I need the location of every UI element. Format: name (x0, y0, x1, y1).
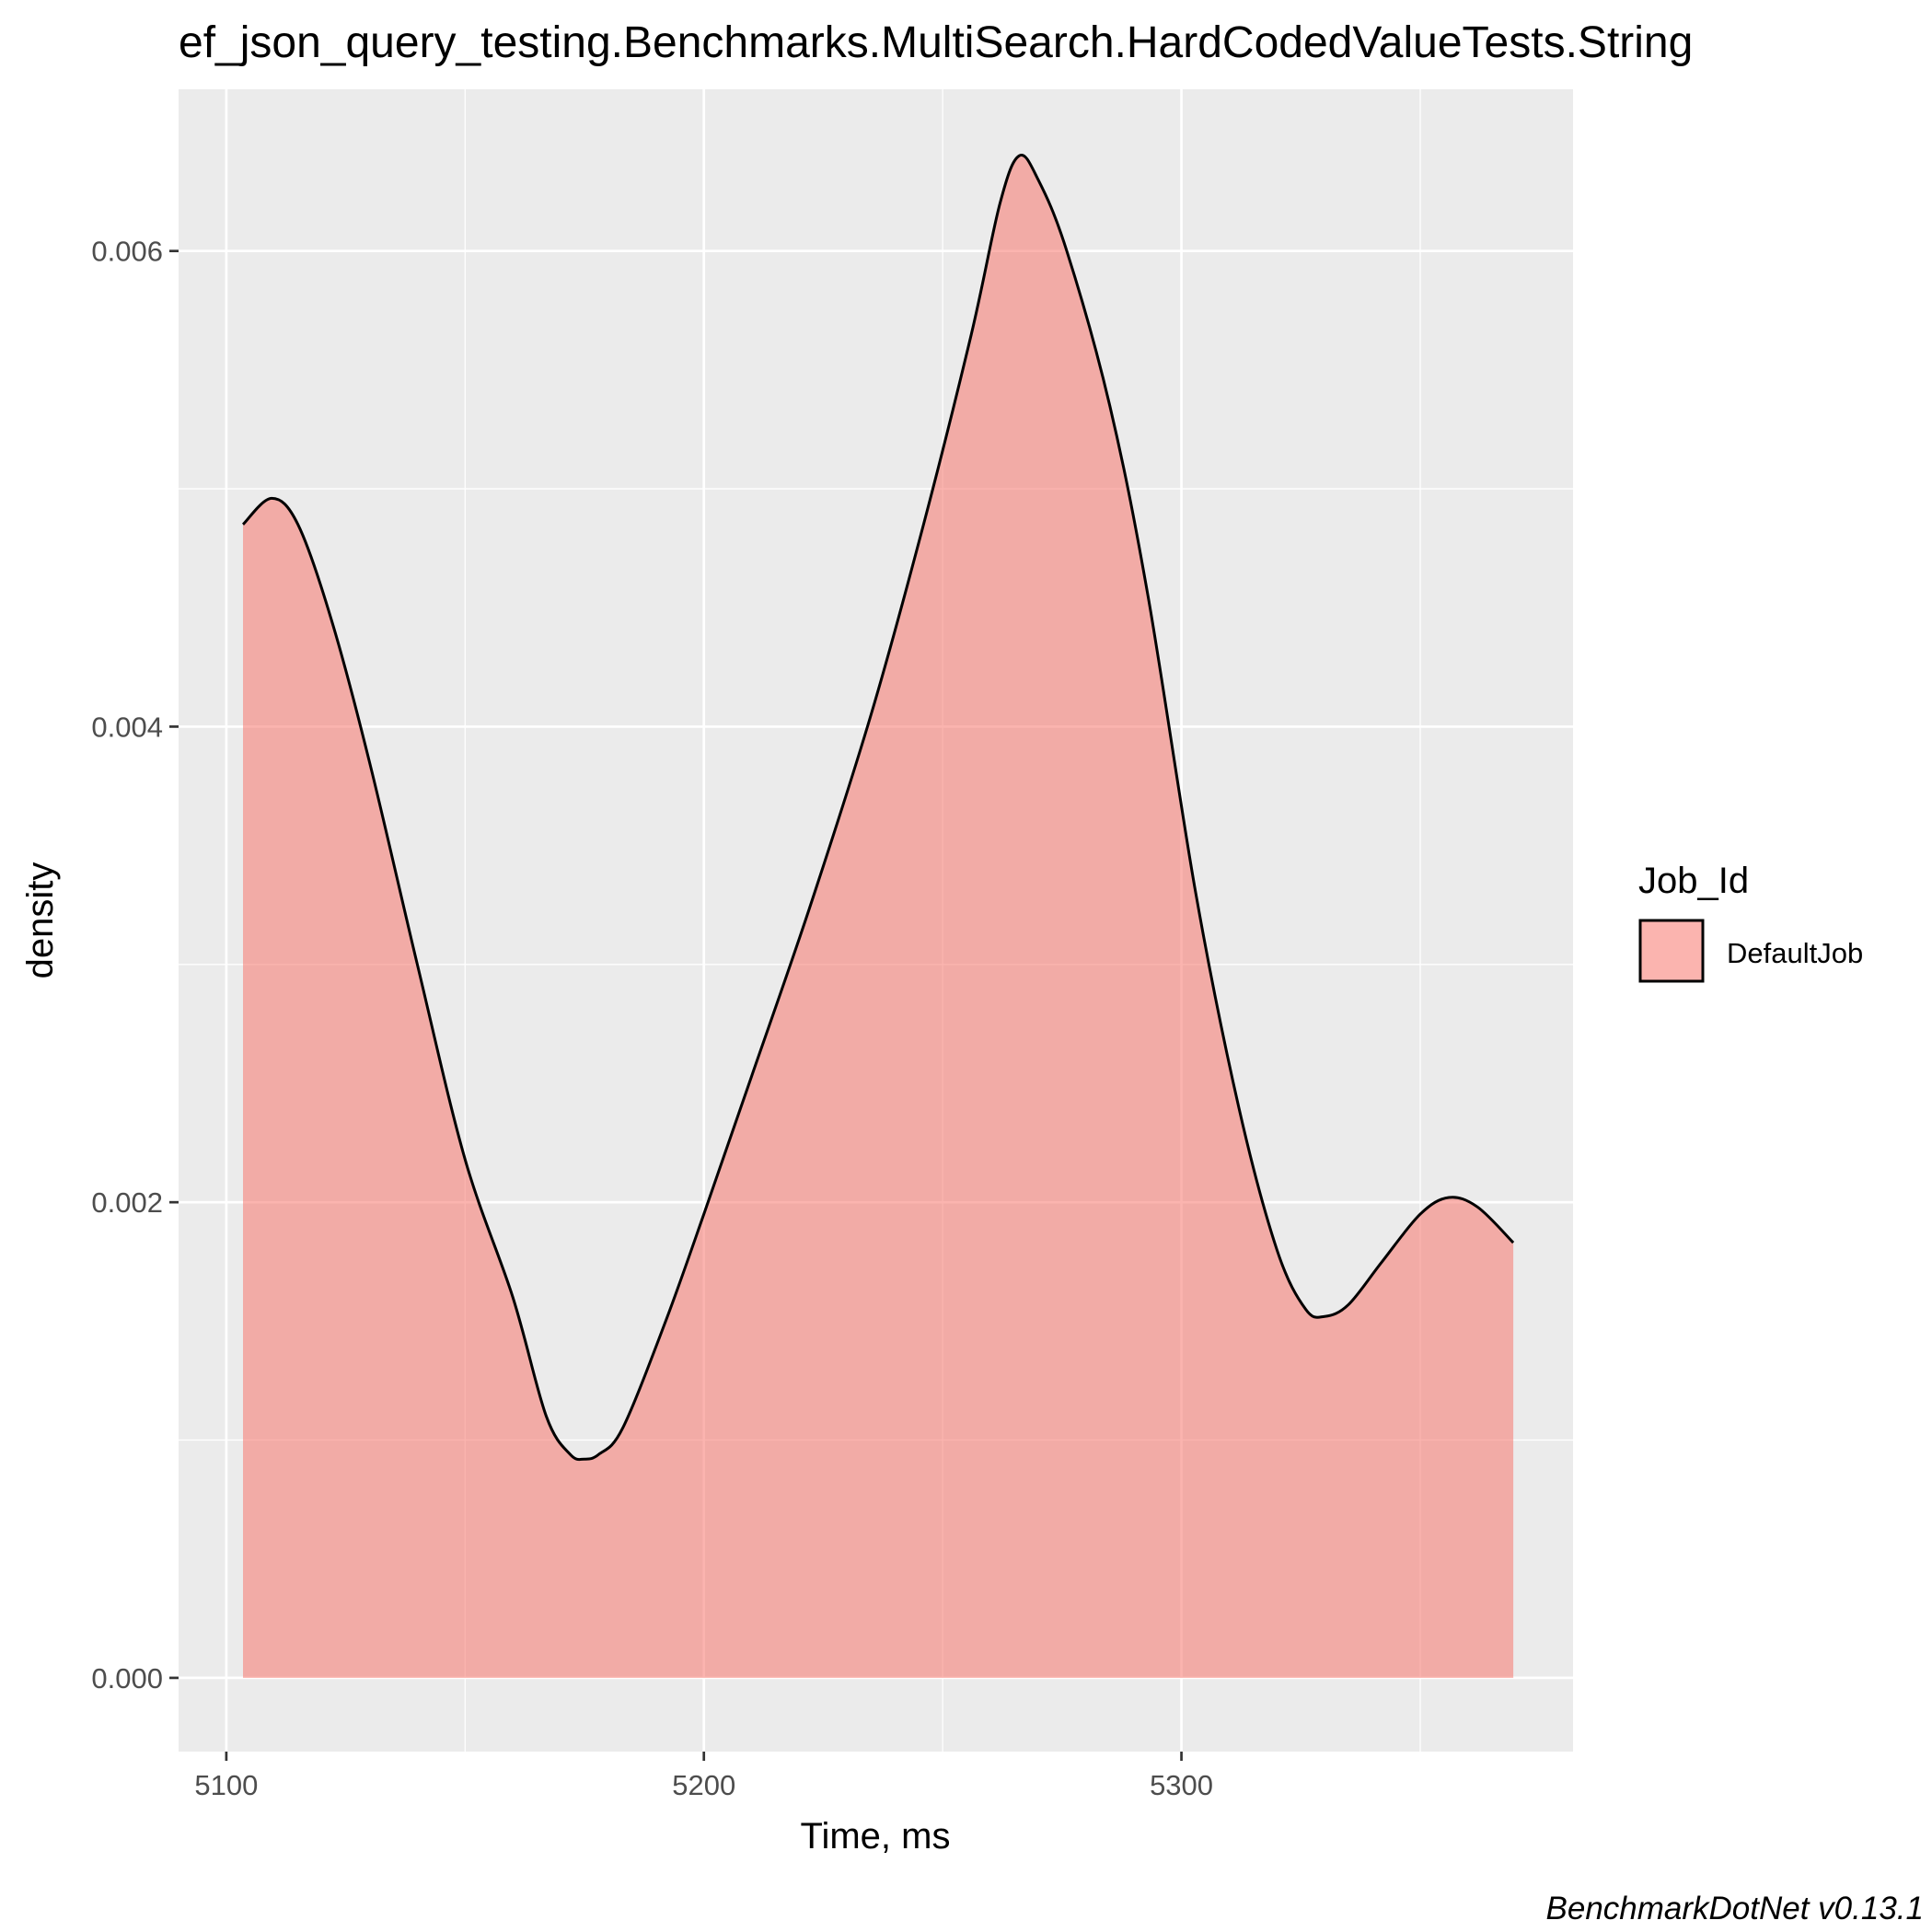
y-axis-label: density (20, 862, 61, 979)
x-axis-label: Time, ms (801, 1816, 951, 1857)
x-tick-label: 5100 (194, 1769, 258, 1801)
legend: Job_Id DefaultJob (1638, 861, 1863, 983)
density-line-defaultjob (241, 154, 1515, 1462)
x-tick-label: 5300 (1150, 1769, 1213, 1801)
x-axis: 5100 5200 5300 (194, 1752, 1213, 1801)
y-tick-label: 0.006 (91, 236, 163, 268)
legend-key-defaultjob (1638, 919, 1705, 983)
chart-title: ef_json_query_testing.Benchmarks.MultiSe… (179, 18, 1693, 67)
legend-label-defaultjob: DefaultJob (1727, 937, 1863, 969)
y-tick-label: 0.000 (91, 1662, 163, 1695)
density-area-defaultjob (243, 155, 1514, 1678)
caption: BenchmarkDotNet v0.13.1 (1546, 1891, 1924, 1926)
y-axis: 0.000 0.002 0.004 0.006 (91, 236, 179, 1695)
series-layer (241, 154, 1515, 1678)
y-tick-label: 0.002 (91, 1186, 163, 1219)
legend-title: Job_Id (1638, 861, 1749, 901)
x-tick-label: 5200 (672, 1769, 735, 1801)
y-tick-label: 0.004 (91, 711, 163, 743)
